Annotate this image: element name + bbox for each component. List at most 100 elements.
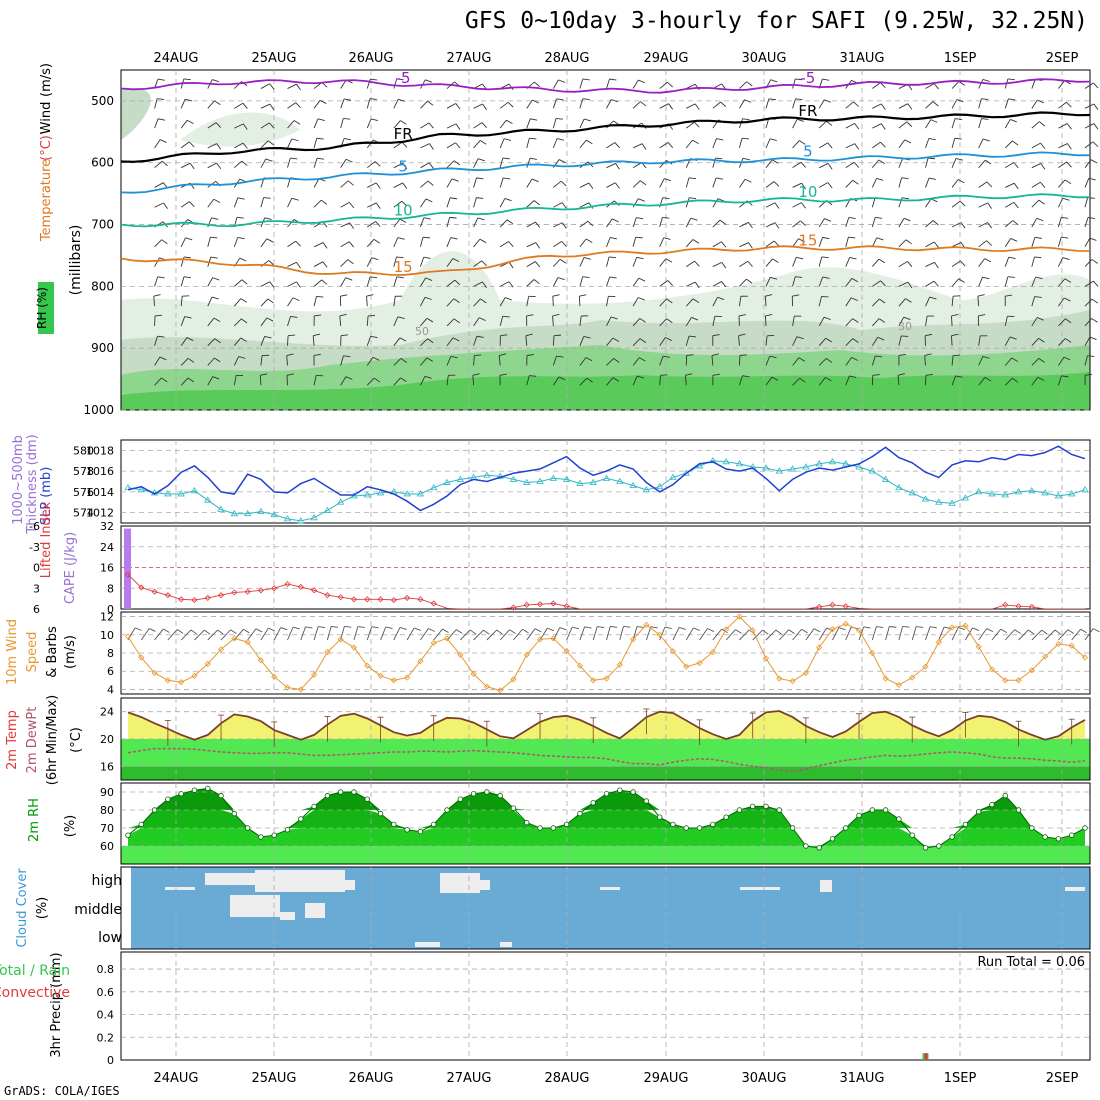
wind-barb (1031, 237, 1036, 247)
wind-barb (473, 629, 484, 641)
wind-barb (153, 296, 156, 307)
wind-barb (233, 197, 239, 208)
temp-label: (6hr Min/Max) (45, 695, 60, 785)
wind-barb (343, 98, 352, 101)
wind-barb (473, 140, 481, 149)
wind-barb (800, 220, 806, 226)
wind-barb (344, 626, 352, 628)
wind-barb (951, 158, 957, 168)
wind-barb (526, 99, 533, 109)
wind-barb (260, 122, 270, 129)
li-tick: -6 (29, 520, 40, 533)
wind-barb (934, 262, 939, 269)
wind-barb (159, 139, 167, 143)
wind-barb (638, 277, 646, 282)
wind-barb (287, 626, 294, 641)
wind-barb (798, 357, 806, 362)
wind-barb (499, 219, 508, 228)
wind-barb (977, 294, 985, 297)
rh-contour-label: 30 (898, 320, 912, 333)
wind-barb (450, 355, 458, 359)
thickness-marker (536, 477, 544, 484)
thickness-marker (137, 486, 145, 493)
wind-barb (420, 628, 429, 641)
wind-barb (399, 626, 407, 630)
wind-barb (691, 316, 699, 321)
wind-barb (154, 257, 160, 267)
wind-barb (1093, 123, 1099, 130)
wind-barb (260, 83, 270, 89)
wind-barb (316, 295, 324, 298)
wind-barb (738, 314, 746, 317)
wind-barb (1084, 159, 1092, 168)
slp-tick: 1014 (86, 486, 114, 499)
thickness-marker (935, 498, 943, 505)
wind-barb (898, 103, 908, 109)
wind-barb (978, 98, 982, 109)
wind-barb (213, 198, 221, 203)
wind-barb (553, 222, 563, 228)
wind-barb (286, 353, 294, 356)
wind-barb (897, 375, 900, 386)
wind-barb (446, 375, 449, 386)
wind-speed-marker (842, 620, 849, 627)
thickness-marker (908, 489, 916, 496)
precip-tick: 0.2 (97, 1031, 115, 1044)
temp-tick: 20 (100, 733, 114, 746)
wind-barb (553, 180, 562, 188)
wind-barb (636, 217, 644, 220)
wind-barb (1031, 276, 1037, 287)
wind-barb (579, 78, 584, 89)
li-marker (178, 596, 185, 603)
wind-barb (287, 335, 289, 346)
wind-barb (393, 358, 402, 366)
wind-barb (613, 358, 620, 363)
thickness-marker (403, 490, 411, 497)
wind-barb (854, 123, 860, 130)
wind-barb (739, 354, 747, 356)
wind-barb (450, 197, 458, 200)
rh-band-fill (128, 828, 1085, 846)
wind-barb (685, 239, 694, 248)
wind-barb (286, 373, 294, 376)
wind-barb (582, 78, 590, 81)
wind-barb (822, 78, 830, 81)
wind-barb (242, 142, 248, 149)
wind-barb (880, 82, 886, 88)
wind-barb (1031, 629, 1043, 641)
wind-barb (685, 298, 694, 307)
wind-barb (1090, 159, 1098, 164)
wind-barb (1087, 355, 1095, 357)
wind-barb (530, 118, 538, 121)
wind-barb (163, 202, 168, 210)
wind-tick: 10 (100, 629, 114, 642)
wind-barb (420, 143, 430, 149)
wind-barb (845, 338, 854, 347)
wind-barb (393, 141, 403, 149)
wind-speed-marker (404, 674, 411, 681)
wind-barb (473, 260, 483, 267)
wind-barb (1084, 336, 1091, 346)
wind-barb (393, 162, 404, 169)
wind-barb (960, 222, 966, 229)
rh-marker (470, 791, 477, 797)
wind-barb (711, 353, 719, 356)
wind-barb (978, 628, 988, 641)
wind-barb (313, 100, 321, 109)
thickness-marker (642, 486, 651, 493)
wind-barb (1013, 182, 1019, 190)
wind-barb (818, 163, 829, 169)
wind-barb (871, 197, 876, 208)
pressure-axis-label: (millibars) (68, 225, 84, 296)
wind-barb (186, 337, 194, 342)
wind-barb (393, 256, 397, 267)
wind-barb (1064, 179, 1072, 185)
wind-barb (402, 182, 408, 189)
wind-barb (1058, 143, 1068, 149)
wind-barb (420, 277, 427, 287)
li-marker (204, 594, 211, 601)
li-marker (337, 594, 344, 601)
rh-marker (736, 807, 743, 813)
wind-barb (313, 118, 319, 129)
li-marker (377, 596, 384, 603)
